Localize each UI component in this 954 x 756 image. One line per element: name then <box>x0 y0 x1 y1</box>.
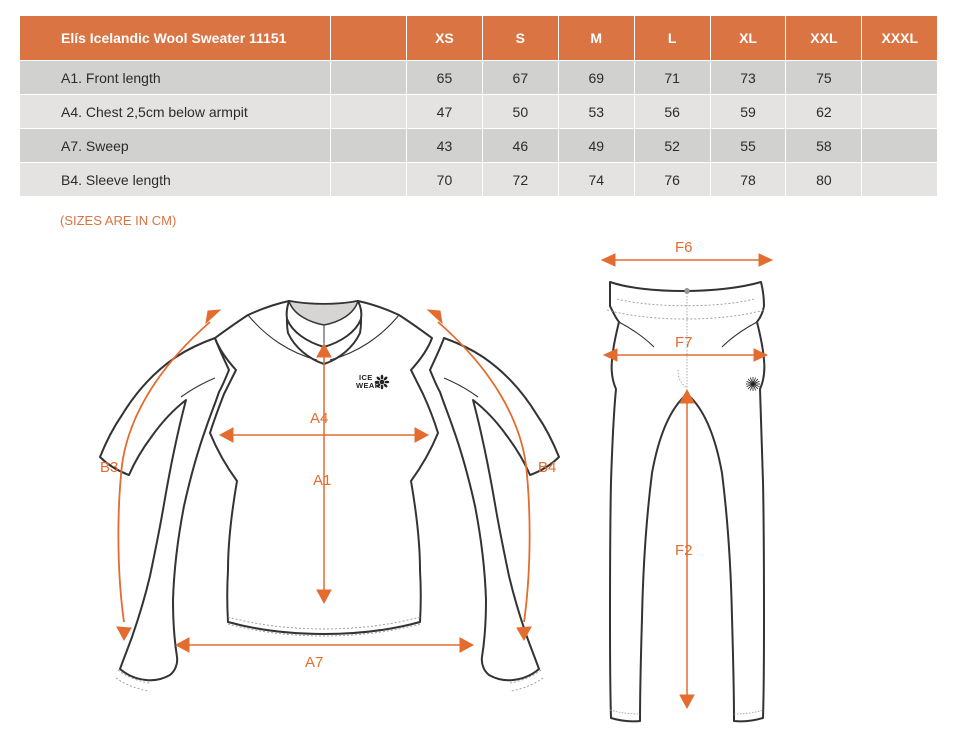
svg-text:A1: A1 <box>313 472 331 489</box>
svg-text:F2: F2 <box>675 542 693 559</box>
svg-text:A4: A4 <box>310 410 328 427</box>
svg-text:F6: F6 <box>675 239 693 256</box>
svg-text:F7: F7 <box>675 334 693 351</box>
svg-text:B3: B3 <box>100 459 118 476</box>
svg-text:A7: A7 <box>305 654 323 671</box>
svg-text:B4: B4 <box>538 459 556 476</box>
